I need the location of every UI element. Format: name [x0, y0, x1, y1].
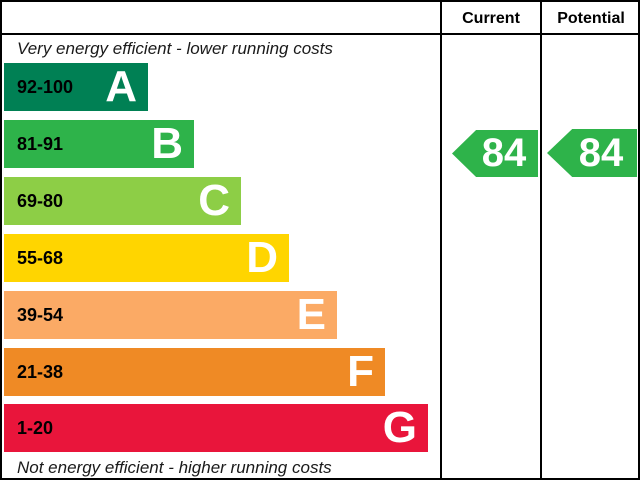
- band-c: 69-80 C: [4, 177, 241, 225]
- band-a: 92-100 A: [4, 63, 148, 111]
- current-rating-value: 84: [481, 131, 527, 175]
- band-c-range: 69-80: [17, 190, 64, 211]
- band-g: 1-20 G: [4, 404, 428, 452]
- band-f-range: 21-38: [17, 361, 64, 382]
- band-d-range: 55-68: [17, 247, 64, 268]
- band-b-range: 81-91: [17, 133, 64, 154]
- band-f-letter: F: [347, 347, 374, 396]
- band-a-letter: A: [105, 62, 137, 111]
- band-a-range: 92-100: [17, 76, 74, 97]
- band-b: 81-91 B: [4, 120, 194, 168]
- potential-rating-arrow: 84: [547, 129, 637, 177]
- header-divider: [2, 33, 638, 35]
- potential-rating-value: 84: [578, 130, 624, 175]
- current-rating-arrow: 84: [452, 130, 538, 177]
- band-f: 21-38 F: [4, 348, 385, 396]
- band-e-letter: E: [296, 290, 326, 339]
- current-column-divider: [440, 2, 442, 478]
- band-c-letter: C: [198, 176, 230, 225]
- band-b-letter: B: [151, 119, 183, 168]
- current-column-header: Current: [462, 10, 520, 27]
- band-e: 39-54 E: [4, 291, 337, 339]
- band-g-range: 1-20: [17, 417, 54, 438]
- band-d-letter: D: [246, 233, 278, 282]
- bottom-caption: Not energy efficient - higher running co…: [17, 458, 332, 477]
- band-e-range: 39-54: [17, 304, 64, 325]
- top-caption: Very energy efficient - lower running co…: [17, 39, 333, 58]
- band-g-letter: G: [382, 403, 417, 452]
- band-d: 55-68 D: [4, 234, 289, 282]
- potential-column-divider: [540, 2, 542, 478]
- potential-column-header: Potential: [557, 10, 625, 27]
